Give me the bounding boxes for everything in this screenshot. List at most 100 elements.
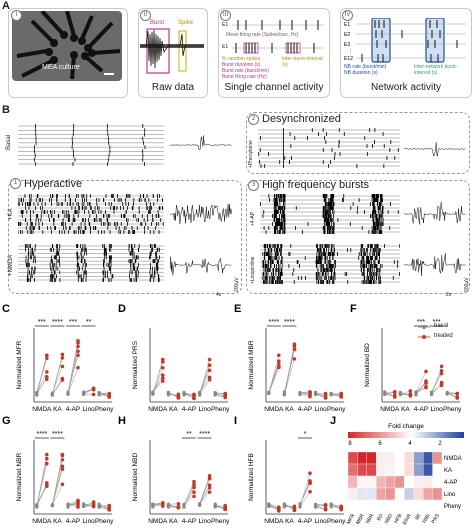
inbi-label: Inter-network burst-interval (s) — [414, 64, 458, 76]
heatmap-cell — [385, 451, 396, 465]
x-tick-label: Lino — [314, 518, 327, 525]
scale-time-left: 4s — [216, 292, 222, 298]
y-axis-label: Normalized MBR — [248, 340, 255, 389]
sig-stars: *** — [417, 319, 425, 326]
basal-point — [298, 505, 302, 509]
heatmap-row-label: KA — [444, 468, 452, 474]
desynchronized-title: Desynchronized — [262, 113, 341, 125]
x-tick-label: NMDA — [32, 406, 52, 413]
heatmap-cell — [366, 475, 377, 489]
spike-label: Spike — [178, 20, 194, 26]
basal-point — [329, 503, 333, 507]
treated-point — [408, 392, 413, 396]
heatmap-scale-bar — [348, 432, 464, 438]
heatmap-cell — [357, 463, 367, 477]
single-channel-caption: Single channel activity — [224, 82, 324, 93]
x-tick-label: KA — [53, 518, 62, 525]
treated-point — [176, 504, 181, 509]
heatmap-col-label: NBR — [365, 513, 376, 525]
pair-line — [415, 371, 427, 393]
treated-point — [308, 481, 312, 486]
heatmap-cell — [423, 487, 433, 501]
pair-line — [183, 492, 195, 506]
heatmap-cell — [423, 463, 433, 477]
burst-rate-label: Burst rate (burst/min) — [222, 68, 269, 74]
basal-trace — [169, 134, 232, 156]
heatmap-cell — [404, 475, 414, 489]
sig-stars: **** — [268, 319, 279, 326]
treated-point — [161, 365, 165, 370]
basal-point — [329, 392, 333, 397]
pair-line — [67, 346, 79, 393]
treated-point — [60, 464, 65, 469]
x-tick-label: Lino — [82, 406, 95, 413]
basal-point — [50, 393, 55, 397]
treated-point — [192, 393, 196, 398]
heatmap-cell — [376, 463, 386, 477]
basal-point — [383, 392, 387, 396]
heatmap-cell — [347, 451, 358, 465]
heatmap-cell — [366, 487, 377, 501]
raw-trace — [140, 28, 204, 74]
scale-tick: 6 — [378, 441, 382, 447]
pair-line — [315, 392, 326, 399]
mea-culture-caption: MEA culture — [42, 64, 80, 71]
pair-line — [67, 367, 79, 395]
pair-line — [268, 361, 280, 393]
ibi-label: Inter-burst-interval (s) — [282, 56, 323, 68]
pair-line — [36, 371, 48, 393]
legend: basal treated — [418, 322, 472, 346]
treated-point — [439, 364, 444, 369]
panel-e-chart: E Normalized MBR NMDA KA 4-AP Lino Pheny **** **… — [234, 303, 346, 413]
panel-g-chart: G Normalized NBR NMDA KA 4-AP Lino Pheny **** **… — [2, 415, 114, 525]
basal-point — [267, 391, 271, 395]
basal-point — [414, 390, 418, 394]
treated-point — [60, 453, 65, 458]
nmda-row-label: +NMDA — [8, 254, 14, 276]
treated-point — [192, 494, 196, 499]
treated-point — [292, 344, 297, 348]
heatmap-cell — [376, 487, 386, 501]
pair-line — [36, 463, 48, 507]
treated-point — [76, 344, 80, 349]
ka-raster — [17, 194, 164, 234]
pair-line — [431, 385, 442, 394]
raw-data-panel — [138, 8, 208, 98]
treated-point — [91, 392, 96, 397]
panel-i-chart: I Normalized HFB NMDA KA 4-AP Lino Pheny * — [234, 415, 346, 525]
x-tick-label: Pheny — [327, 406, 346, 413]
legend-treated-label: treated — [434, 333, 453, 339]
treated-point — [107, 507, 111, 512]
basal-point — [82, 503, 86, 508]
heatmap-cell — [376, 451, 386, 465]
single-channel-raster-top — [232, 20, 324, 30]
heatmap-col-label: MFR — [346, 513, 357, 526]
heatmap-cell — [347, 475, 358, 489]
network-electrode-e3: E3 — [344, 42, 350, 48]
pair-line — [199, 379, 210, 396]
treated-point — [393, 390, 397, 394]
pair-line — [331, 504, 342, 510]
treated-point — [161, 359, 165, 364]
pair-line — [431, 370, 442, 393]
4ap-row-label: +4-AP — [250, 211, 256, 226]
heatmap-cell — [432, 451, 443, 465]
treated-point — [161, 379, 165, 383]
treated-point — [207, 486, 212, 490]
heatmap-cell — [394, 463, 405, 477]
pair-line — [199, 377, 210, 394]
sig-stars: *** — [38, 319, 46, 326]
basal-point — [97, 391, 101, 395]
heatmap-cell — [394, 475, 405, 489]
mea-culture-image — [12, 11, 122, 81]
pair-line — [415, 382, 427, 393]
x-tick-label: Pheny — [95, 518, 114, 525]
treated-point — [91, 504, 96, 508]
treated-point — [107, 504, 111, 508]
heatmap-cell — [347, 499, 358, 513]
basal-point — [314, 504, 318, 508]
hfb-group — [246, 180, 470, 294]
group-number-3: 3 — [248, 180, 259, 191]
svg-text:⋮: ⋮ — [348, 48, 353, 54]
treated-point — [339, 507, 343, 511]
